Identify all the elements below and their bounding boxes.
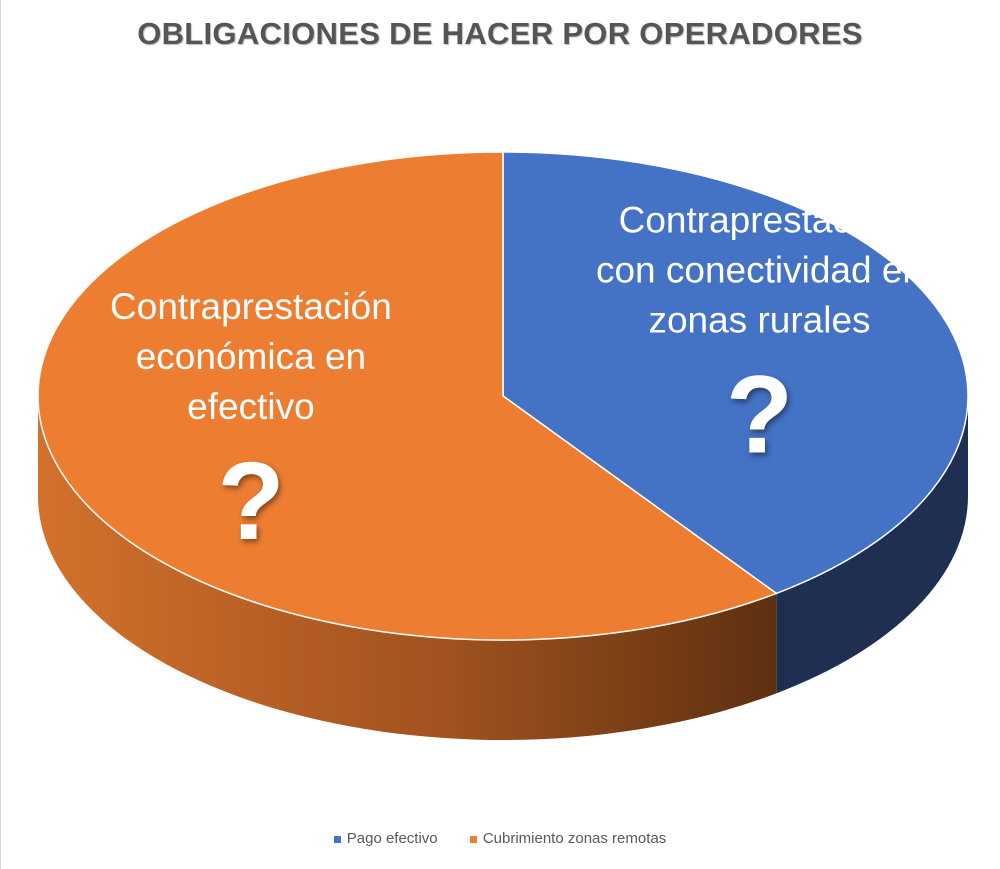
legend-item-cubrimiento-zonas-remotas: Cubrimiento zonas remotas [469, 830, 667, 847]
legend-swatch-orange [469, 835, 477, 843]
legend-swatch-blue [333, 835, 341, 843]
pie-slice-pago-efectivo [502, 151, 969, 595]
question-mark: ? [217, 440, 284, 563]
legend-label: Cubrimiento zonas remotas [482, 830, 667, 847]
slice-annotation-line: económica en [136, 336, 366, 377]
legend-item-pago-efectivo: Pago efectivo [333, 830, 438, 847]
legend: Pago efectivo Cubrimiento zonas remotas [0, 830, 1000, 847]
chart-frame-edge [0, 0, 1, 869]
slice-annotation-line: efectivo [187, 386, 315, 427]
slice-annotation-line: con conectividad en [596, 249, 923, 290]
slice-annotation-line: Contraprestación [110, 286, 392, 327]
legend-label: Pago efectivo [346, 830, 438, 847]
pie-side-cubrimiento-zonas-remotas [38, 396, 777, 740]
pie-slice-cubrimiento-zonas-remotas [37, 151, 778, 641]
question-mark: ? [726, 353, 793, 476]
chart-title: OBLIGACIONES DE HACER POR OPERADORES [137, 16, 863, 51]
slice-annotation-line: Contraprestación [619, 199, 901, 240]
slice-annotation-line: zonas rurales [648, 299, 870, 340]
